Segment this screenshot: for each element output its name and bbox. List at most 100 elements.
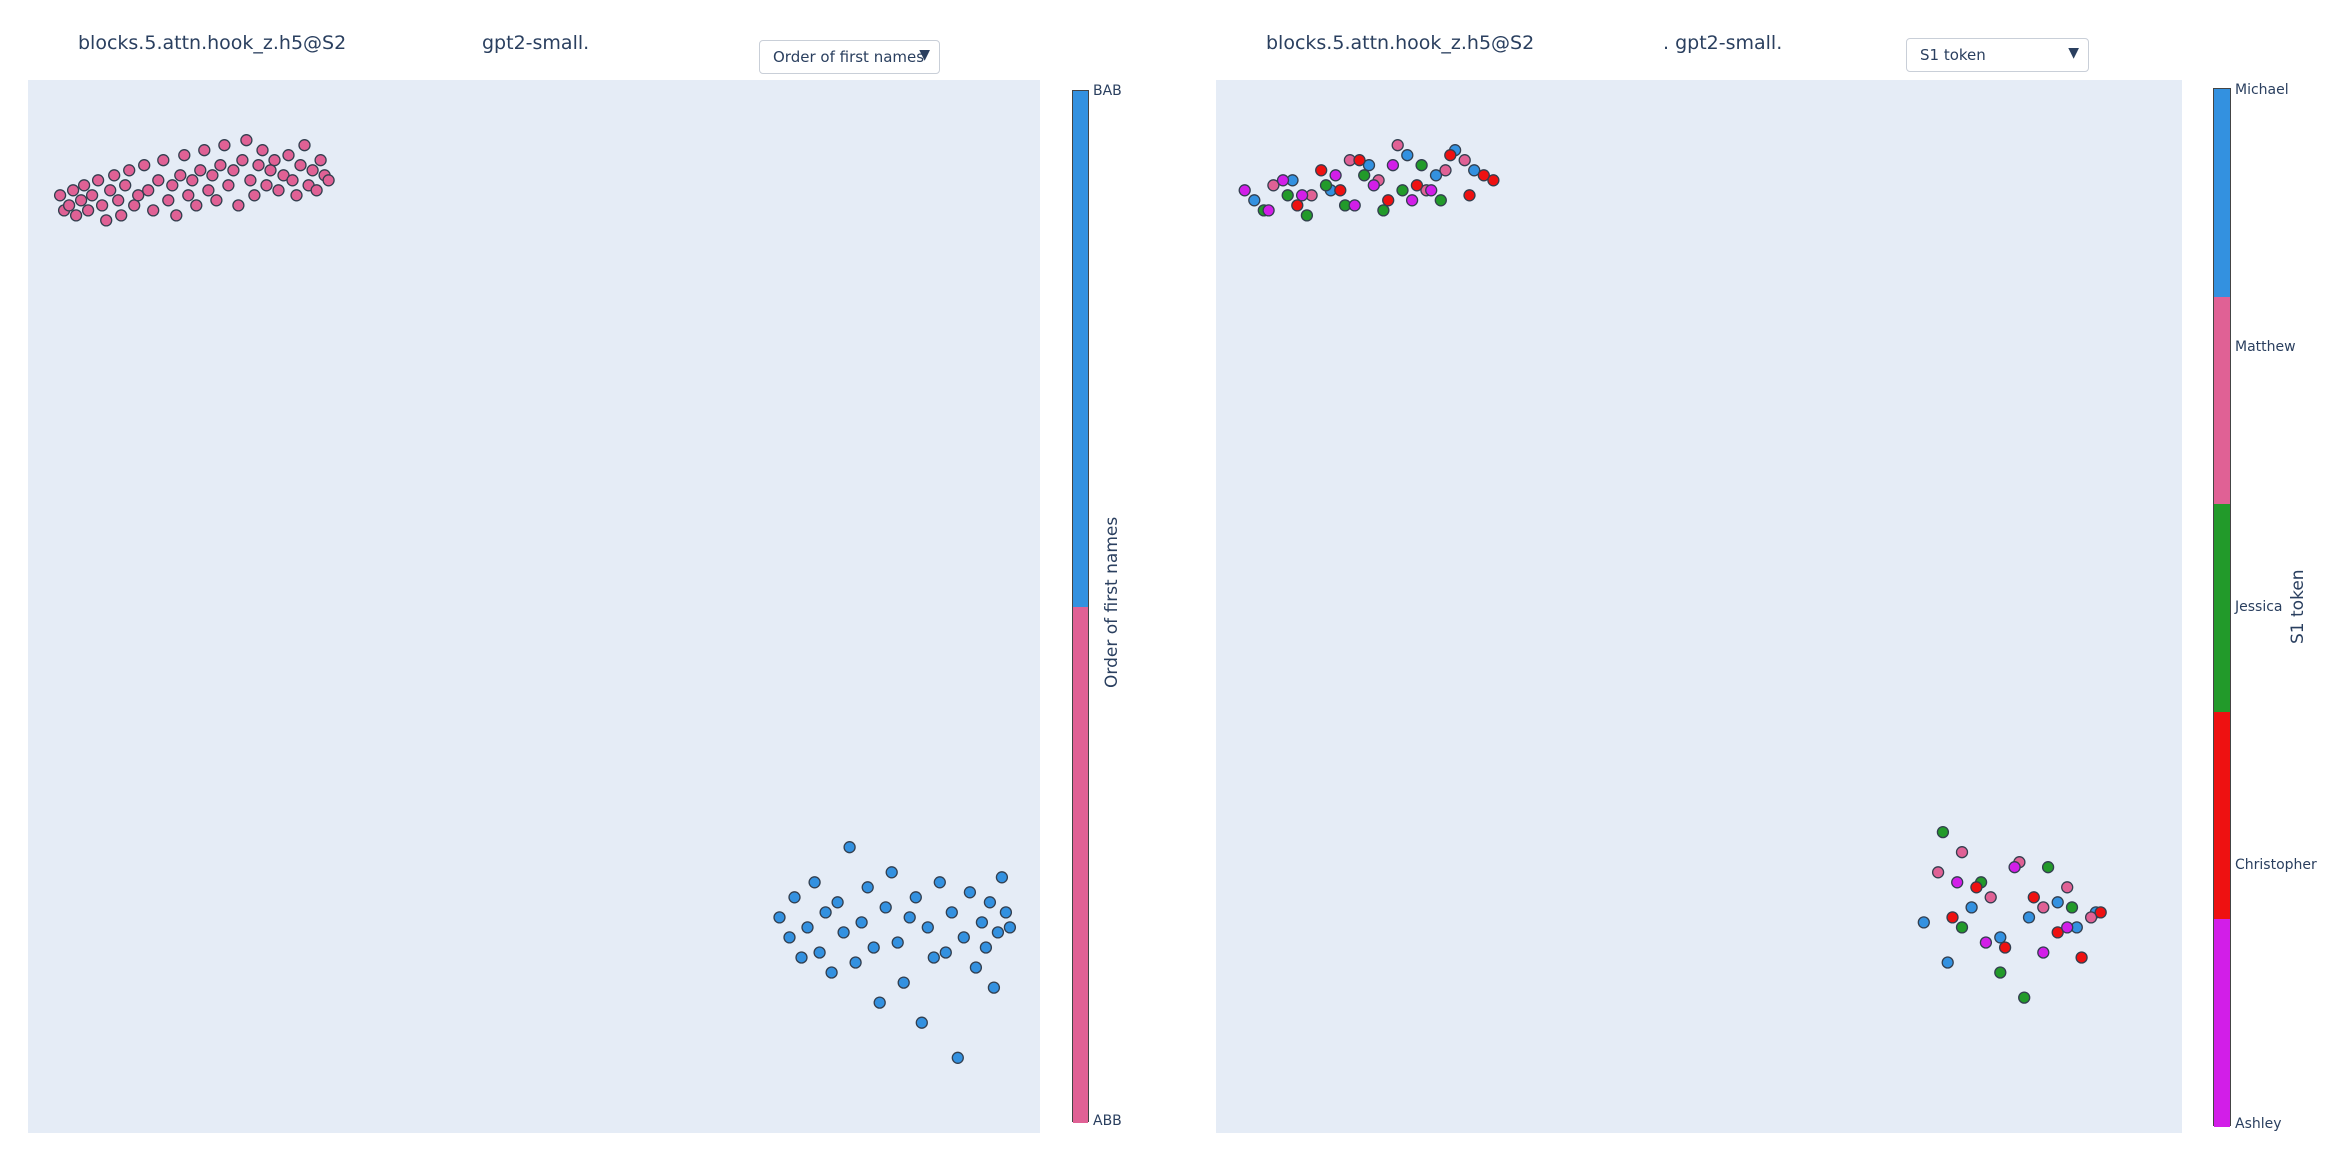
scatter-point-bab[interactable]: [795, 951, 808, 964]
scatter-point-christopher[interactable]: [1998, 941, 2012, 954]
scatter-point-michael[interactable]: [1994, 931, 2007, 944]
scatter-point-abb[interactable]: [306, 164, 319, 177]
scatter-point-abb[interactable]: [128, 199, 141, 212]
scatter-point-bab[interactable]: [873, 996, 886, 1009]
scatter-point-bab[interactable]: [903, 911, 916, 924]
scatter-point-bab[interactable]: [855, 916, 868, 929]
scatter-point-bab[interactable]: [819, 906, 832, 919]
scatter-point-abb[interactable]: [62, 199, 76, 212]
scatter-point-abb[interactable]: [236, 154, 249, 167]
scatter-point-abb[interactable]: [214, 159, 227, 172]
scatter-point-bab[interactable]: [879, 901, 892, 914]
scatter-point-michael[interactable]: [1429, 169, 1443, 182]
scatter-point-ashley[interactable]: [2008, 861, 2021, 874]
right-color-by-dropdown[interactable]: S1 token ▼: [1906, 38, 2089, 72]
scatter-point-abb[interactable]: [74, 194, 88, 207]
scatter-point-bab[interactable]: [963, 886, 977, 899]
scatter-point-bab[interactable]: [995, 871, 1009, 884]
scatter-point-jessica[interactable]: [1300, 209, 1314, 222]
scatter-point-jessica[interactable]: [2018, 991, 2031, 1004]
scatter-point-christopher[interactable]: [1970, 881, 1983, 894]
scatter-point-ashley[interactable]: [1386, 159, 1400, 172]
scatter-point-abb[interactable]: [100, 214, 113, 227]
scatter-point-abb[interactable]: [218, 139, 231, 152]
scatter-point-ashley[interactable]: [1425, 184, 1438, 197]
scatter-point-abb[interactable]: [104, 184, 117, 197]
scatter-point-abb[interactable]: [123, 164, 136, 177]
scatter-point-abb[interactable]: [190, 199, 203, 212]
scatter-point-abb[interactable]: [240, 134, 253, 147]
scatter-point-christopher[interactable]: [1487, 174, 1500, 187]
scatter-point-abb[interactable]: [77, 179, 91, 192]
scatter-point-michael[interactable]: [2022, 911, 2036, 924]
scatter-point-matthew[interactable]: [2084, 911, 2098, 924]
scatter-point-abb[interactable]: [91, 174, 105, 187]
scatter-point-christopher[interactable]: [1291, 199, 1304, 212]
scatter-point-bab[interactable]: [825, 966, 838, 979]
scatter-point-abb[interactable]: [186, 174, 199, 187]
scatter-point-ashley[interactable]: [1262, 204, 1275, 217]
scatter-point-abb[interactable]: [53, 189, 67, 202]
scatter-point-ashley[interactable]: [1276, 174, 1290, 187]
scatter-point-abb[interactable]: [244, 174, 257, 187]
scatter-point-matthew[interactable]: [1391, 139, 1404, 152]
scatter-point-abb[interactable]: [182, 189, 195, 202]
scatter-point-christopher[interactable]: [2051, 926, 2064, 939]
scatter-point-christopher[interactable]: [1410, 179, 1424, 192]
scatter-point-bab[interactable]: [801, 921, 814, 934]
scatter-point-michael[interactable]: [1362, 159, 1376, 172]
scatter-point-christopher[interactable]: [1946, 911, 1959, 924]
scatter-point-bab[interactable]: [885, 866, 898, 879]
scatter-point-abb[interactable]: [264, 164, 277, 177]
scatter-point-michael[interactable]: [1965, 901, 1978, 914]
right-plot-area[interactable]: [1216, 80, 2182, 1133]
scatter-point-bab[interactable]: [788, 891, 801, 904]
scatter-point-ashley[interactable]: [1405, 194, 1419, 207]
scatter-point-abb[interactable]: [298, 139, 311, 152]
scatter-point-abb[interactable]: [256, 144, 269, 157]
scatter-point-christopher[interactable]: [2027, 891, 2040, 904]
scatter-point-bab[interactable]: [773, 911, 786, 924]
scatter-point-christopher[interactable]: [1463, 189, 1476, 202]
scatter-point-christopher[interactable]: [2094, 906, 2107, 919]
scatter-point-bab[interactable]: [813, 946, 826, 959]
scatter-point-abb[interactable]: [138, 159, 151, 172]
scatter-point-jessica[interactable]: [1377, 204, 1390, 217]
scatter-point-abb[interactable]: [232, 199, 245, 212]
scatter-point-abb[interactable]: [252, 159, 265, 172]
scatter-point-bab[interactable]: [951, 1051, 964, 1064]
scatter-point-bab[interactable]: [783, 931, 796, 944]
scatter-point-ashley[interactable]: [1348, 199, 1361, 212]
scatter-point-bab[interactable]: [897, 976, 910, 989]
scatter-point-bab[interactable]: [867, 941, 880, 954]
left-color-by-dropdown[interactable]: Order of first names ▼: [759, 40, 940, 74]
scatter-point-bab[interactable]: [969, 961, 983, 974]
scatter-point-bab[interactable]: [979, 941, 993, 954]
scatter-point-abb[interactable]: [260, 179, 273, 192]
scatter-point-abb[interactable]: [248, 189, 261, 202]
scatter-point-christopher[interactable]: [1477, 169, 1490, 182]
scatter-point-michael[interactable]: [1468, 164, 1481, 177]
scatter-point-abb[interactable]: [202, 184, 215, 197]
scatter-point-matthew[interactable]: [1439, 164, 1452, 177]
scatter-point-jessica[interactable]: [1415, 159, 1428, 172]
scatter-point-abb[interactable]: [132, 189, 145, 202]
scatter-point-abb[interactable]: [166, 179, 179, 192]
scatter-point-bab[interactable]: [999, 906, 1013, 919]
scatter-point-bab[interactable]: [945, 906, 958, 919]
scatter-point-bab[interactable]: [957, 931, 970, 944]
scatter-point-bab[interactable]: [909, 891, 922, 904]
scatter-point-bab[interactable]: [831, 896, 844, 909]
scatter-point-matthew[interactable]: [2061, 881, 2074, 894]
left-plot-area[interactable]: [28, 80, 1040, 1133]
scatter-point-jessica[interactable]: [1396, 184, 1409, 197]
scatter-point-bab[interactable]: [991, 926, 1005, 939]
scatter-point-michael[interactable]: [1401, 149, 1414, 162]
scatter-point-bab[interactable]: [849, 956, 862, 969]
scatter-point-christopher[interactable]: [1353, 154, 1366, 167]
scatter-point-bab[interactable]: [933, 876, 946, 889]
scatter-point-matthew[interactable]: [1984, 891, 1997, 904]
scatter-point-bab[interactable]: [891, 936, 904, 949]
scatter-point-michael[interactable]: [2051, 896, 2064, 909]
scatter-point-bab[interactable]: [808, 876, 821, 889]
